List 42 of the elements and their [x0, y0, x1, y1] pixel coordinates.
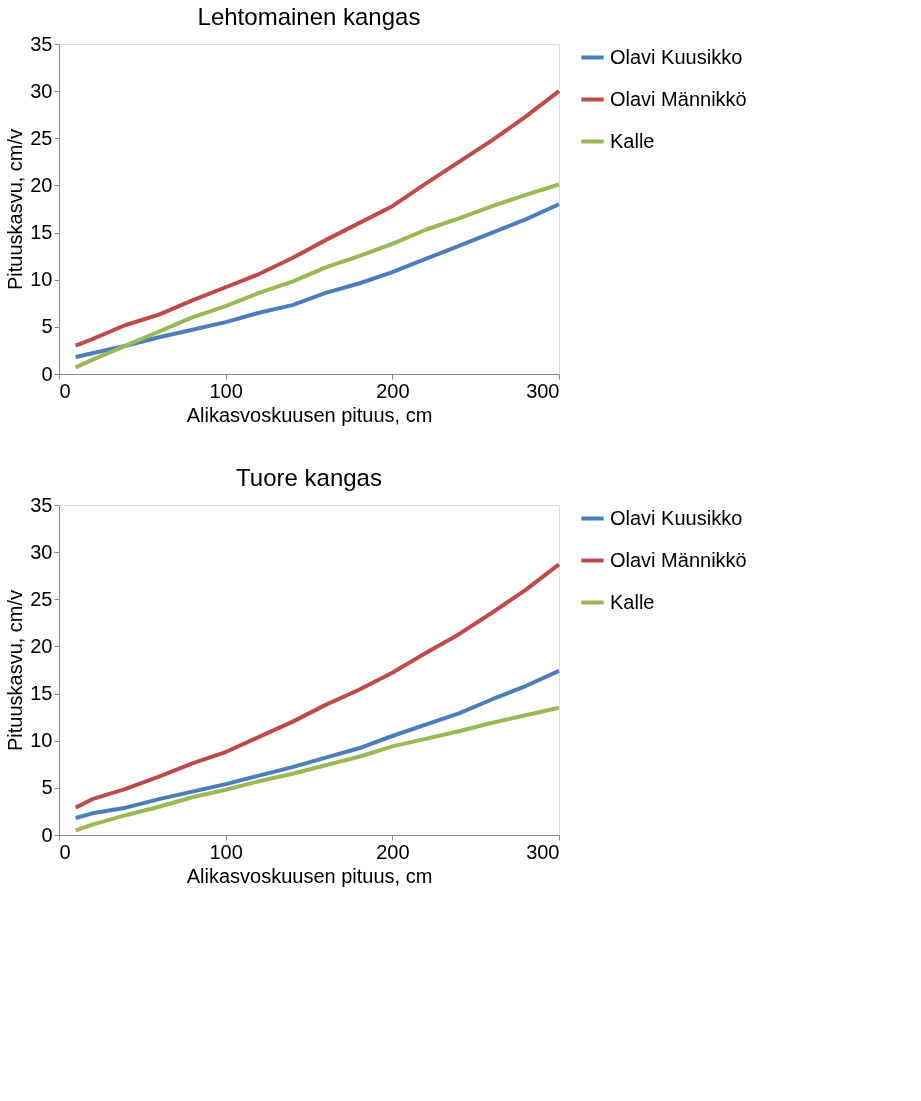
- y-axis-title: Pituuskasvu, cm/v: [4, 589, 27, 752]
- y-tick-label: 25: [30, 126, 53, 149]
- line-series: [73, 202, 561, 360]
- x-tick-label: 200: [376, 840, 410, 863]
- y-tick-label: 10: [30, 729, 53, 752]
- x-tick-label: 300: [526, 379, 560, 402]
- chart-title: Lehtomainen kangas: [197, 3, 421, 30]
- legend-label: Olavi Kuusikko: [610, 45, 743, 68]
- chart-title: Tuore kangas: [236, 464, 382, 491]
- line-series: [73, 89, 561, 348]
- line-series: [73, 182, 561, 370]
- y-tick-label: 25: [30, 587, 53, 610]
- line-series: [73, 562, 561, 810]
- y-axis-title: Pituuskasvu, cm/v: [4, 128, 27, 291]
- y-tick-label: 35: [30, 493, 53, 516]
- legend-label: Olavi Kuusikko: [610, 506, 743, 529]
- x-tick-label: 100: [209, 379, 243, 402]
- legend-label: Olavi Männikkö: [610, 548, 747, 571]
- x-tick-label: 300: [526, 840, 560, 863]
- legend-label: Olavi Männikkö: [610, 87, 747, 110]
- x-tick-label: 0: [59, 840, 71, 863]
- x-tick-label: 200: [376, 379, 410, 402]
- y-tick-label: 15: [30, 682, 53, 705]
- y-tick-label: 5: [41, 776, 53, 799]
- y-tick-label: 30: [30, 79, 53, 102]
- x-axis-title: Alikasvoskuusen pituus, cm: [186, 864, 433, 887]
- y-tick-label: 0: [41, 362, 53, 385]
- y-tick-label: 35: [30, 32, 53, 55]
- y-tick-label: 30: [30, 540, 53, 563]
- x-tick-label: 100: [209, 840, 243, 863]
- y-tick-label: 10: [30, 268, 53, 291]
- legend-label: Kalle: [610, 590, 655, 613]
- legend-label: Kalle: [610, 129, 655, 152]
- line-series: [73, 705, 561, 833]
- line-series: [73, 668, 561, 821]
- x-axis-title: Alikasvoskuusen pituus, cm: [186, 403, 433, 426]
- y-tick-label: 20: [30, 634, 53, 657]
- y-tick-label: 5: [41, 315, 53, 338]
- x-tick-label: 0: [59, 379, 71, 402]
- y-tick-label: 15: [30, 221, 53, 244]
- y-tick-label: 0: [41, 823, 53, 846]
- y-tick-label: 20: [30, 173, 53, 196]
